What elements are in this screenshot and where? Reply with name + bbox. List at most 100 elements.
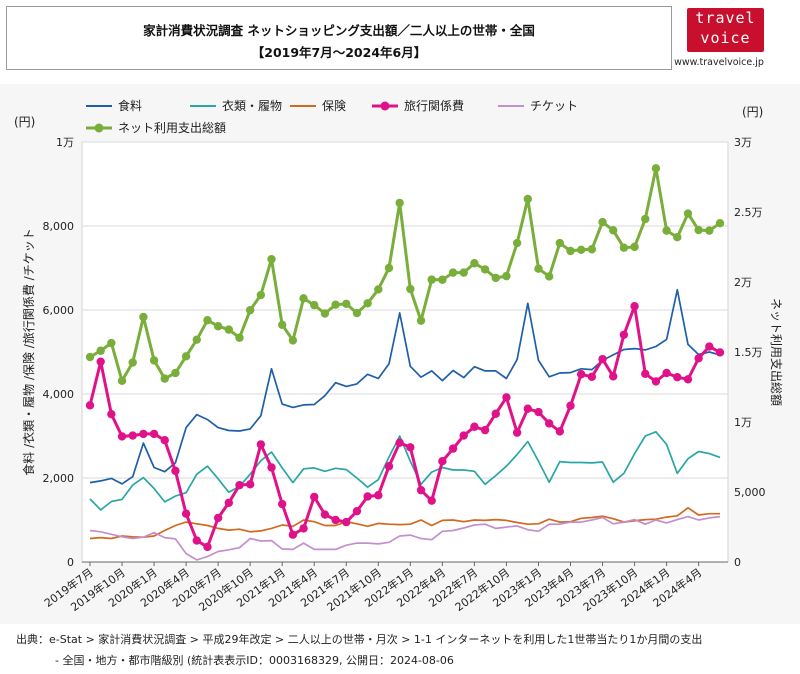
data-point-ネット利用支出総額 [673, 233, 682, 242]
data-point-旅行関係費 [235, 480, 244, 490]
data-point-旅行関係費 [352, 506, 362, 516]
data-point-旅行関係費 [651, 377, 661, 386]
data-point-ネット利用支出総額 [470, 259, 479, 268]
data-point-ネット利用支出総額 [245, 305, 255, 315]
data-point-旅行関係費 [267, 463, 276, 472]
data-point-旅行関係費 [395, 438, 404, 447]
data-point-旅行関係費 [374, 491, 383, 500]
data-point-ネット利用支出総額 [395, 198, 404, 208]
data-point-ネット利用支出総額 [342, 299, 351, 309]
data-point-ネット利用支出総額 [256, 290, 266, 300]
data-point-ネット利用支出総額 [117, 376, 127, 386]
y-right-unit: (円) [742, 105, 763, 119]
data-point-ネット利用支出総額 [203, 316, 212, 325]
data-point-旅行関係費 [544, 419, 554, 428]
data-point-旅行関係費 [438, 457, 447, 466]
data-point-ネット利用支出総額 [448, 268, 458, 277]
data-point-ネット利用支出総額 [278, 320, 287, 330]
data-point-旅行関係費 [491, 409, 500, 418]
chart-header: 家計消費状況調査 ネットショッピング支出額／二人以上の世帯・全国 【2019年7… [6, 6, 672, 70]
data-point-旅行関係費 [587, 372, 597, 381]
data-point-ネット利用支出総額 [374, 285, 383, 294]
data-point-ネット利用支出総額 [683, 209, 693, 218]
data-point-旅行関係費 [181, 509, 191, 518]
y-left-unit: (円) [14, 115, 35, 129]
data-point-旅行関係費 [673, 373, 682, 382]
data-point-ネット利用支出総額 [416, 316, 426, 325]
data-point-旅行関係費 [416, 485, 426, 495]
y-right-tick-label: 1.5万 [734, 346, 763, 359]
data-point-旅行関係費 [512, 428, 522, 437]
legend-label: チケット [530, 99, 578, 113]
data-point-旅行関係費 [224, 498, 234, 507]
data-point-ネット利用支出総額 [694, 225, 703, 235]
chart-subtitle: 【2019年7月～2024年6月】 [251, 45, 427, 60]
data-point-旅行関係費 [566, 401, 575, 410]
data-point-ネット利用支出総額 [566, 246, 575, 256]
data-point-ネット利用支出総額 [598, 217, 607, 227]
logo-url[interactable]: www.travelvoice.jp [674, 57, 764, 68]
data-point-ネット利用支出総額 [299, 294, 308, 303]
data-point-ネット利用支出総額 [384, 263, 394, 273]
data-point-旅行関係費 [96, 357, 105, 366]
y-right-tick-label: 1万 [734, 416, 752, 429]
chart-title: 家計消費状況調査 ネットショッピング支出額／二人以上の世帯・全国 [143, 23, 535, 38]
data-point-旅行関係費 [555, 427, 565, 436]
data-point-ネット利用支出総額 [651, 164, 661, 173]
data-point-ネット利用支出総額 [555, 238, 565, 248]
data-point-旅行関係費 [139, 429, 148, 439]
data-point-旅行関係費 [310, 492, 319, 502]
series-line-チケット [89, 515, 721, 561]
y-left-tick-label: 4,000 [43, 388, 75, 401]
y-right-tick-label: 3万 [734, 136, 752, 149]
data-point-旅行関係費 [715, 348, 725, 357]
data-point-旅行関係費 [448, 444, 458, 453]
data-point-旅行関係費 [256, 440, 266, 449]
data-point-旅行関係費 [683, 375, 693, 384]
data-point-ネット利用支出総額 [715, 219, 725, 228]
legend-label: 食料 [118, 98, 142, 113]
data-point-旅行関係費 [427, 496, 436, 505]
y-right-tick-label: 2.5万 [734, 206, 763, 219]
data-point-ネット利用支出総額 [630, 242, 639, 252]
legend-label: 保険 [322, 99, 346, 113]
data-point-旅行関係費 [149, 429, 159, 439]
data-point-旅行関係費 [534, 407, 543, 417]
data-point-旅行関係費 [480, 425, 490, 435]
data-point-旅行関係費 [576, 370, 586, 379]
line-chart: 0 2,000 4,000 6,000 8,000 1万 0 5,000 1万 1.5万 2万 2.5… [14, 98, 783, 614]
data-point-ネット利用支出総額 [544, 272, 554, 281]
data-point-旅行関係費 [288, 530, 298, 539]
data-point-ネット利用支出総額 [619, 243, 629, 252]
data-point-ネット利用支出総額 [128, 358, 137, 367]
y-right-tick-label: 2万 [734, 276, 752, 289]
data-point-旅行関係費 [203, 542, 212, 552]
data-point-旅行関係費 [705, 342, 714, 351]
data-point-ネット利用支出総額 [438, 275, 447, 284]
y-right-tick-label: 5,000 [734, 486, 766, 499]
data-point-ネット利用支出総額 [662, 226, 671, 235]
data-point-旅行関係費 [641, 369, 650, 379]
data-point-旅行関係費 [213, 513, 223, 523]
data-point-ネット利用支出総額 [224, 325, 234, 334]
data-point-旅行関係費 [470, 422, 479, 431]
data-point-ネット利用支出総額 [331, 300, 340, 309]
data-point-ネット利用支出総額 [363, 299, 372, 308]
data-point-旅行関係費 [299, 524, 308, 533]
data-point-旅行関係費 [609, 372, 618, 381]
data-point-旅行関係費 [331, 515, 340, 525]
y-right-axis-label: ネット利用支出総額 [769, 298, 783, 406]
y-left-axis-label: 食料 /衣類・履物 /保険 /旅行関係費 /チケット [21, 228, 36, 475]
data-point-旅行関係費 [192, 536, 201, 545]
data-point-ネット利用支出総額 [149, 356, 159, 365]
y-left-tick-label: 8,000 [43, 220, 75, 233]
travelvoice-logo[interactable]: travel voice [687, 8, 764, 52]
y-left-tick-label: 2,000 [43, 472, 75, 485]
data-point-旅行関係費 [117, 432, 127, 441]
data-point-ネット利用支出総額 [139, 312, 148, 322]
data-point-ネット利用支出総額 [192, 335, 201, 344]
data-point-ネット利用支出総額 [480, 265, 490, 274]
data-point-ネット利用支出総額 [96, 346, 105, 355]
y-left-tick-label: 6,000 [43, 304, 75, 317]
data-point-ネット利用支出総額 [512, 238, 522, 248]
